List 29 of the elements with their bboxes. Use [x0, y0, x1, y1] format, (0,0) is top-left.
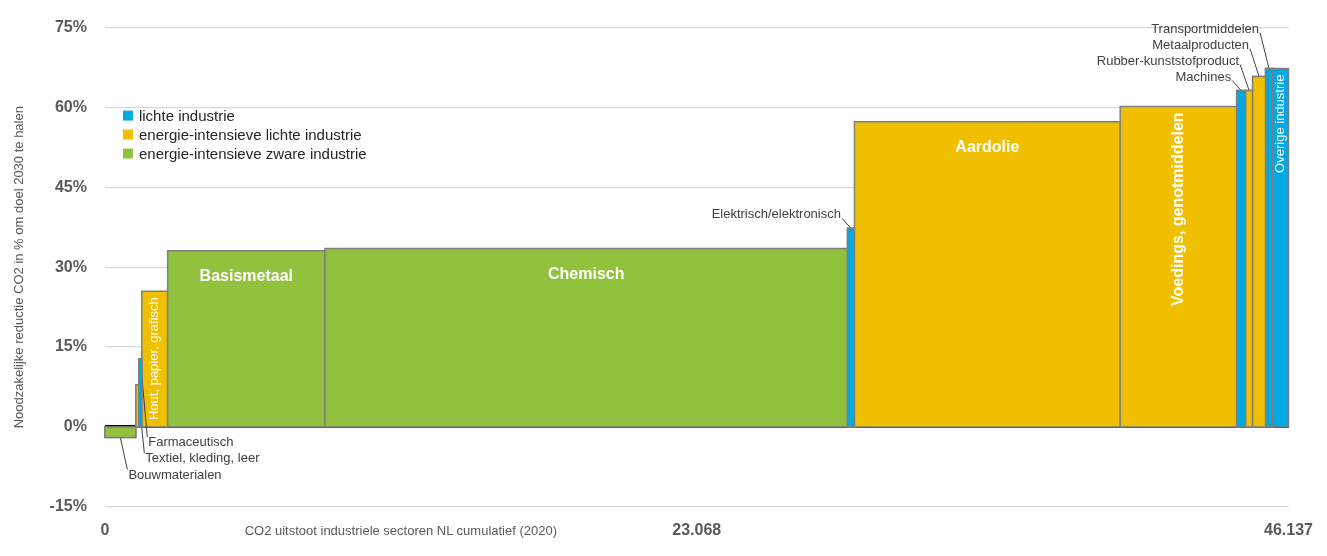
annotation: Elektrisch/elektronisch — [711, 206, 841, 222]
annotation: Metaalproducten — [1152, 36, 1250, 52]
annotation: Textiel, kleding, leer — [145, 450, 261, 466]
y-tick-label: 45% — [54, 177, 87, 195]
x-tick-label: 23.068 — [672, 520, 722, 538]
y-tick-label: -15% — [49, 497, 87, 515]
x-axis-title: CO2 uitstoot industriele sectoren NL cumulatief (2020) — [244, 523, 558, 539]
annotation: Aardolie — [955, 138, 1020, 156]
y-tick-label: 75% — [54, 18, 87, 36]
y-tick-label: 0% — [63, 417, 87, 435]
annotation: Bouwmaterialen — [128, 466, 222, 482]
legend-label: energie-intensieve lichte industrie — [138, 125, 362, 143]
annotation: Chemisch — [547, 264, 625, 282]
y-tick-label: 60% — [54, 97, 87, 115]
legend-label: energie-intensieve zware industrie — [138, 144, 367, 162]
annotation: Rubber-kunststofproduct — [1096, 52, 1240, 68]
annotation: Basismetaal — [199, 267, 293, 285]
annotation: Hout, papier, grafisch — [146, 297, 162, 421]
x-tick-label: 0 — [100, 520, 110, 538]
y-axis-title: Noodzakelijke reductie CO2 in % om doel 2030 te halen — [11, 106, 27, 429]
annotation: Voedings, genotmiddelen — [1168, 112, 1186, 306]
annotation: Overige industrie — [1272, 74, 1288, 173]
y-tick-label: 30% — [54, 257, 87, 275]
x-tick-label: 46.137 — [1264, 520, 1314, 538]
y-tick-label: 15% — [54, 337, 87, 355]
annotation: Transportmiddelen — [1151, 20, 1260, 36]
annotation: Farmaceutisch — [148, 434, 234, 450]
legend-label: lichte industrie — [138, 106, 235, 124]
annotation: Machines — [1175, 68, 1232, 84]
